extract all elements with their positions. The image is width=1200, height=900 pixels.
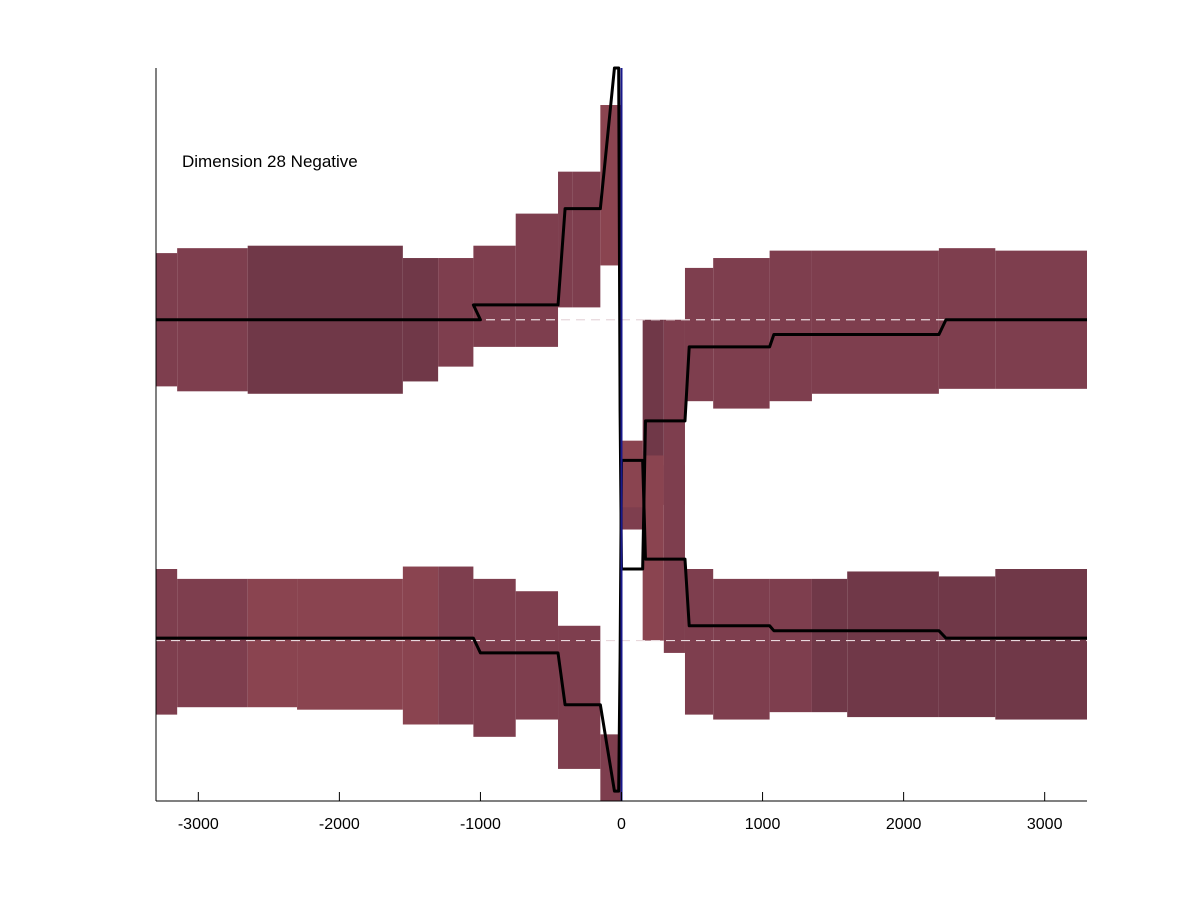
lower-band-bin-13: [684, 569, 714, 715]
upper-band-bin-6: [515, 213, 559, 347]
x-tick-label: 0: [617, 816, 626, 833]
x-tick-label: 3000: [1027, 816, 1063, 833]
upper-band-bin-16: [811, 250, 939, 394]
lower-band-bin-0: [156, 569, 178, 715]
x-tick-label: 1000: [745, 816, 781, 833]
lower-band-bin-15: [769, 578, 812, 713]
lower-band-bin-3: [297, 578, 403, 710]
lower-band-bin-17: [847, 571, 939, 718]
lower-band-bin-4: [402, 566, 439, 725]
lower-band-bin-16: [811, 578, 848, 713]
lower-band-bin-18: [938, 576, 996, 718]
upper-band-bin-14: [713, 258, 770, 409]
upper-band-bin-12: [663, 319, 685, 505]
upper-band-bin-13: [684, 267, 714, 402]
lower-band-bin-5: [438, 566, 474, 725]
lower-band-bin-2: [247, 578, 298, 708]
upper-band-bin-8: [572, 171, 601, 308]
lower-band-bin-7: [515, 591, 559, 720]
x-ticks: -3000 -2000 -1000 0 1000 2000 3000: [178, 792, 1063, 833]
lower-band-bin-11: [642, 455, 664, 641]
x-tick-label: 2000: [886, 816, 922, 833]
x-tick-label: -3000: [178, 816, 219, 833]
upper-band-bin-5: [473, 245, 516, 347]
x-tick-label: -2000: [319, 816, 360, 833]
x-tick-label: -1000: [460, 816, 501, 833]
upper-band-bin-15: [769, 250, 812, 402]
lower-band-bin-6: [473, 578, 516, 737]
lower-band-bin-10: [621, 440, 643, 508]
lower-band-bin-1: [177, 578, 248, 708]
chart-annotation: Dimension 28 Negative: [182, 152, 358, 171]
lower-band-bin-14: [713, 578, 770, 720]
upper-band-bin-4: [438, 258, 474, 367]
lower-band-bin-19: [995, 569, 1087, 720]
